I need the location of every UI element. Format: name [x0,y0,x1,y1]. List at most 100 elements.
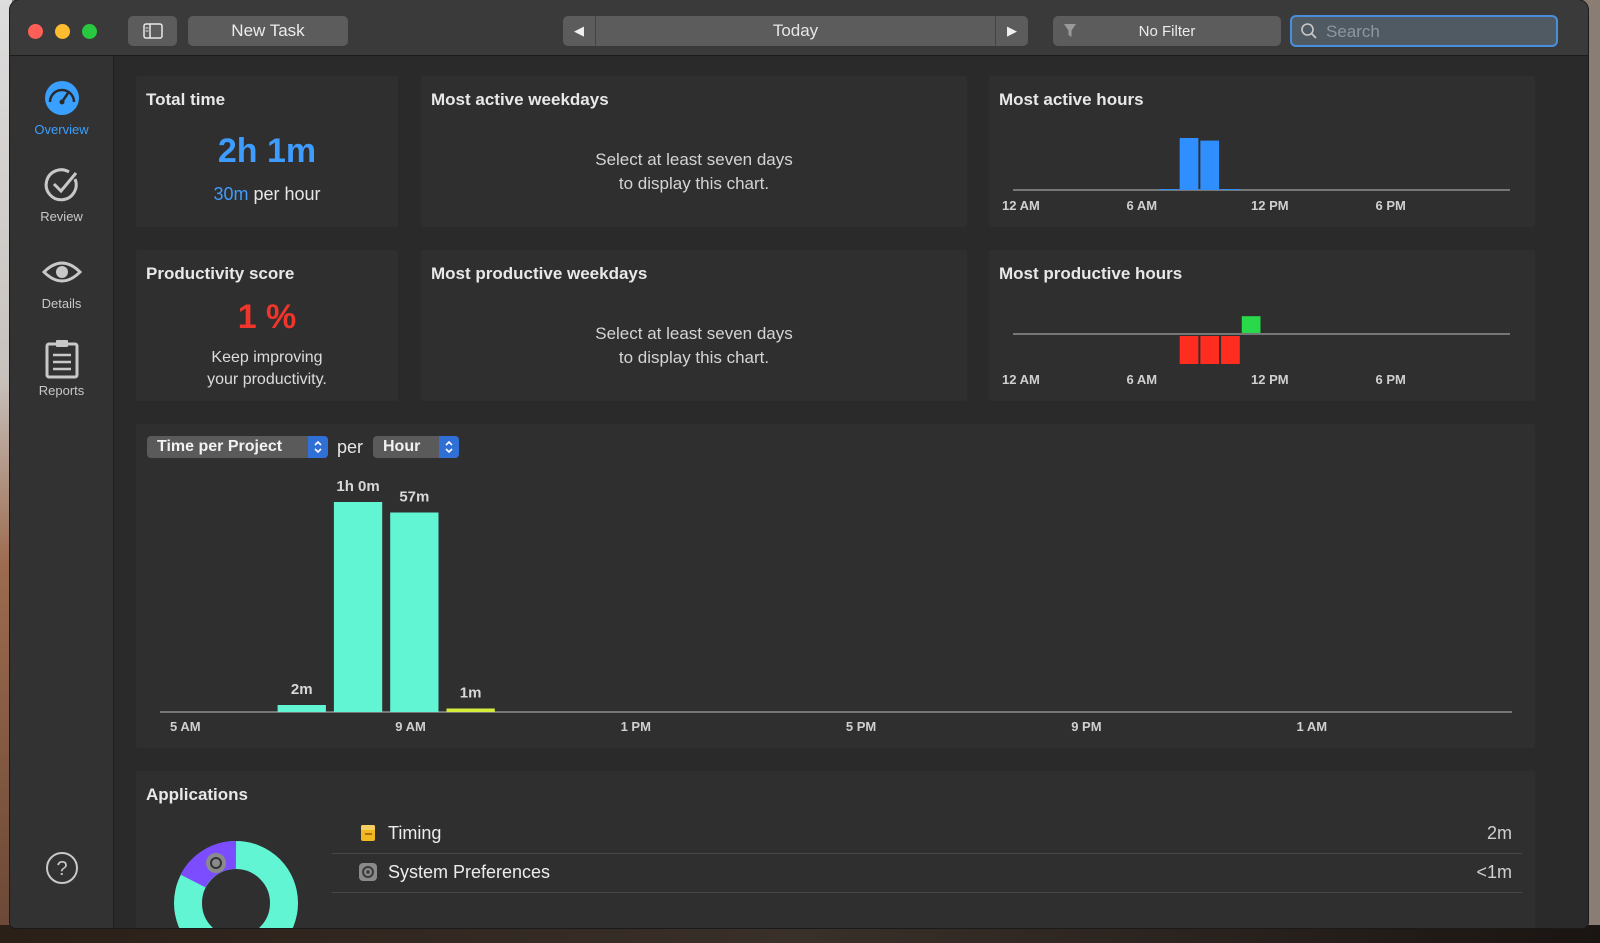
tick-label: 6 AM [1127,372,1158,387]
unit-select-value: Hour [383,438,421,455]
empty-chart-message: Select at least seven days to display th… [421,322,967,370]
svg-text:?: ? [56,858,67,880]
card-title: Most active hours [999,90,1144,109]
next-date-button[interactable]: ▶ [995,16,1028,46]
most-productive-hours-chart: 12 AM 6 AM 12 PM 6 PM [1002,316,1510,387]
search-field [1290,15,1558,47]
triangle-left-icon: ◀ [574,23,584,38]
chart-bar [1158,189,1178,190]
productivity-score-card: Productivity score 1 % Keep improving yo… [136,250,398,401]
tick-label: 12 AM [1002,372,1040,387]
tick-label: 6 PM [1376,198,1406,213]
zoom-window-button[interactable] [82,24,97,39]
list-item[interactable]: System Preferences <1m [332,854,1522,893]
tick-label: 6 AM [1127,198,1158,213]
app-name: System Preferences [388,862,551,882]
triangle-right-icon: ▶ [1007,23,1017,38]
sidebar-item-reports[interactable]: Reports [10,339,113,419]
empty-chart-message-line2: to display this chart. [618,174,770,193]
previous-date-button[interactable]: ◀ [563,16,596,46]
new-task-button[interactable]: New Task [188,16,348,46]
filter-button[interactable]: No Filter [1053,16,1281,46]
toolbar: New Task ◀ Today ▶ No Filter [10,0,1588,56]
timing-app-icon [361,825,375,841]
tick-label: 1 AM [1297,719,1328,734]
sidebar-item-overview[interactable]: Overview [10,78,113,158]
most-active-hours-chart: 12 AM 6 AM 12 PM 6 PM [1002,138,1510,213]
tick-label: 12 PM [1251,372,1289,387]
date-range-button[interactable]: Today [772,21,819,40]
card-title: Most active weekdays [431,90,609,109]
app-name: Timing [388,823,442,843]
chart-bar [1179,336,1199,364]
date-navigator: ◀ Today ▶ [563,16,1028,46]
desktop-background [0,0,12,943]
unit-select[interactable]: Hour [373,436,459,458]
chart-bar [277,705,326,712]
chart-bar [1200,140,1220,190]
up-down-chevron-icon [308,436,328,458]
productivity-message-line1: Keep improving [211,349,323,366]
productivity-score-value: 1 % [237,298,297,336]
time-per-project-chart: 5 AM 9 AM 1 PM 5 PM 9 PM 1 AM 2m 1h 0m 57m 1m [160,478,1512,734]
chart-bar [390,512,439,712]
sidebar-item-review[interactable]: Review [10,165,113,245]
per-hour-suffix: per hour [253,184,321,204]
search-input[interactable] [1324,20,1548,44]
total-time-value: 2h 1m [217,132,317,170]
app-time: <1m [1476,862,1512,882]
empty-chart-message: Select at least seven days to display th… [421,148,967,196]
tick-label: 1 PM [621,719,651,734]
question-circle-icon[interactable]: ? [45,851,79,885]
empty-chart-message-line2: to display this chart. [618,348,770,367]
sidebar: Overview Review Details Repor [10,56,114,928]
metric-select-value: Time per Project [157,438,283,455]
tick-label: 12 PM [1251,198,1289,213]
applications-donut-chart [174,840,298,928]
gear-icon [206,853,226,873]
bar-value-label: 1h 0m [336,478,379,495]
tick-label: 6 PM [1376,372,1406,387]
card-title: Most productive weekdays [431,264,648,283]
card-title: Applications [146,785,249,804]
gear-icon [359,863,377,881]
up-down-chevron-icon [439,436,459,458]
checkmark-circle-icon [44,168,78,202]
bar-value-label: 2m [291,681,313,698]
most-productive-hours-card: Most productive hours 12 AM 6 AM 12 PM 6 PM [989,250,1535,401]
most-active-weekdays-card: Most active weekdays Select at least sev… [421,76,967,227]
card-title: Total time [146,90,226,109]
sidebar-item-label: Overview [34,122,89,137]
close-window-button[interactable] [28,24,43,39]
chart-bar [446,708,495,712]
chart-bar [1221,189,1240,190]
total-time-card: Total time 2h 1m 30m per hour [136,76,398,227]
chart-bar [1179,138,1199,190]
sidebar-item-label: Review [40,209,83,224]
most-active-hours-card: Most active hours 12 AM 6 AM 12 PM 6 PM [989,76,1535,227]
bar-value-label: 57m [399,489,429,506]
chart-bar [1221,336,1240,364]
sidebar-item-details[interactable]: Details [10,252,113,332]
tick-label: 5 AM [170,719,201,734]
per-hour-rate: 30m per hour [136,184,398,205]
metric-select[interactable]: Time per Project [147,436,328,458]
most-productive-weekdays-card: Most productive weekdays Select at least… [421,250,967,401]
list-item[interactable]: Timing 2m [332,815,1522,854]
eye-icon [42,261,82,283]
chart-bar [1241,316,1261,333]
minimize-window-button[interactable] [55,24,70,39]
search-icon [1301,23,1317,39]
applications-card: Applications Timing 2m System Preference… [136,771,1535,928]
filter-label: No Filter [1138,22,1196,40]
tick-label: 5 PM [846,719,876,734]
speedometer-icon [45,81,79,115]
toggle-sidebar-button[interactable] [128,16,177,46]
productivity-message: Keep improving your productivity. [136,347,398,391]
tick-label: 9 PM [1071,719,1101,734]
empty-chart-message-line1: Select at least seven days [595,324,793,343]
funnel-icon [1064,24,1076,37]
card-title: Productivity score [146,264,295,283]
productivity-message-line2: your productivity. [207,371,327,388]
sidebar-icon [142,23,163,39]
